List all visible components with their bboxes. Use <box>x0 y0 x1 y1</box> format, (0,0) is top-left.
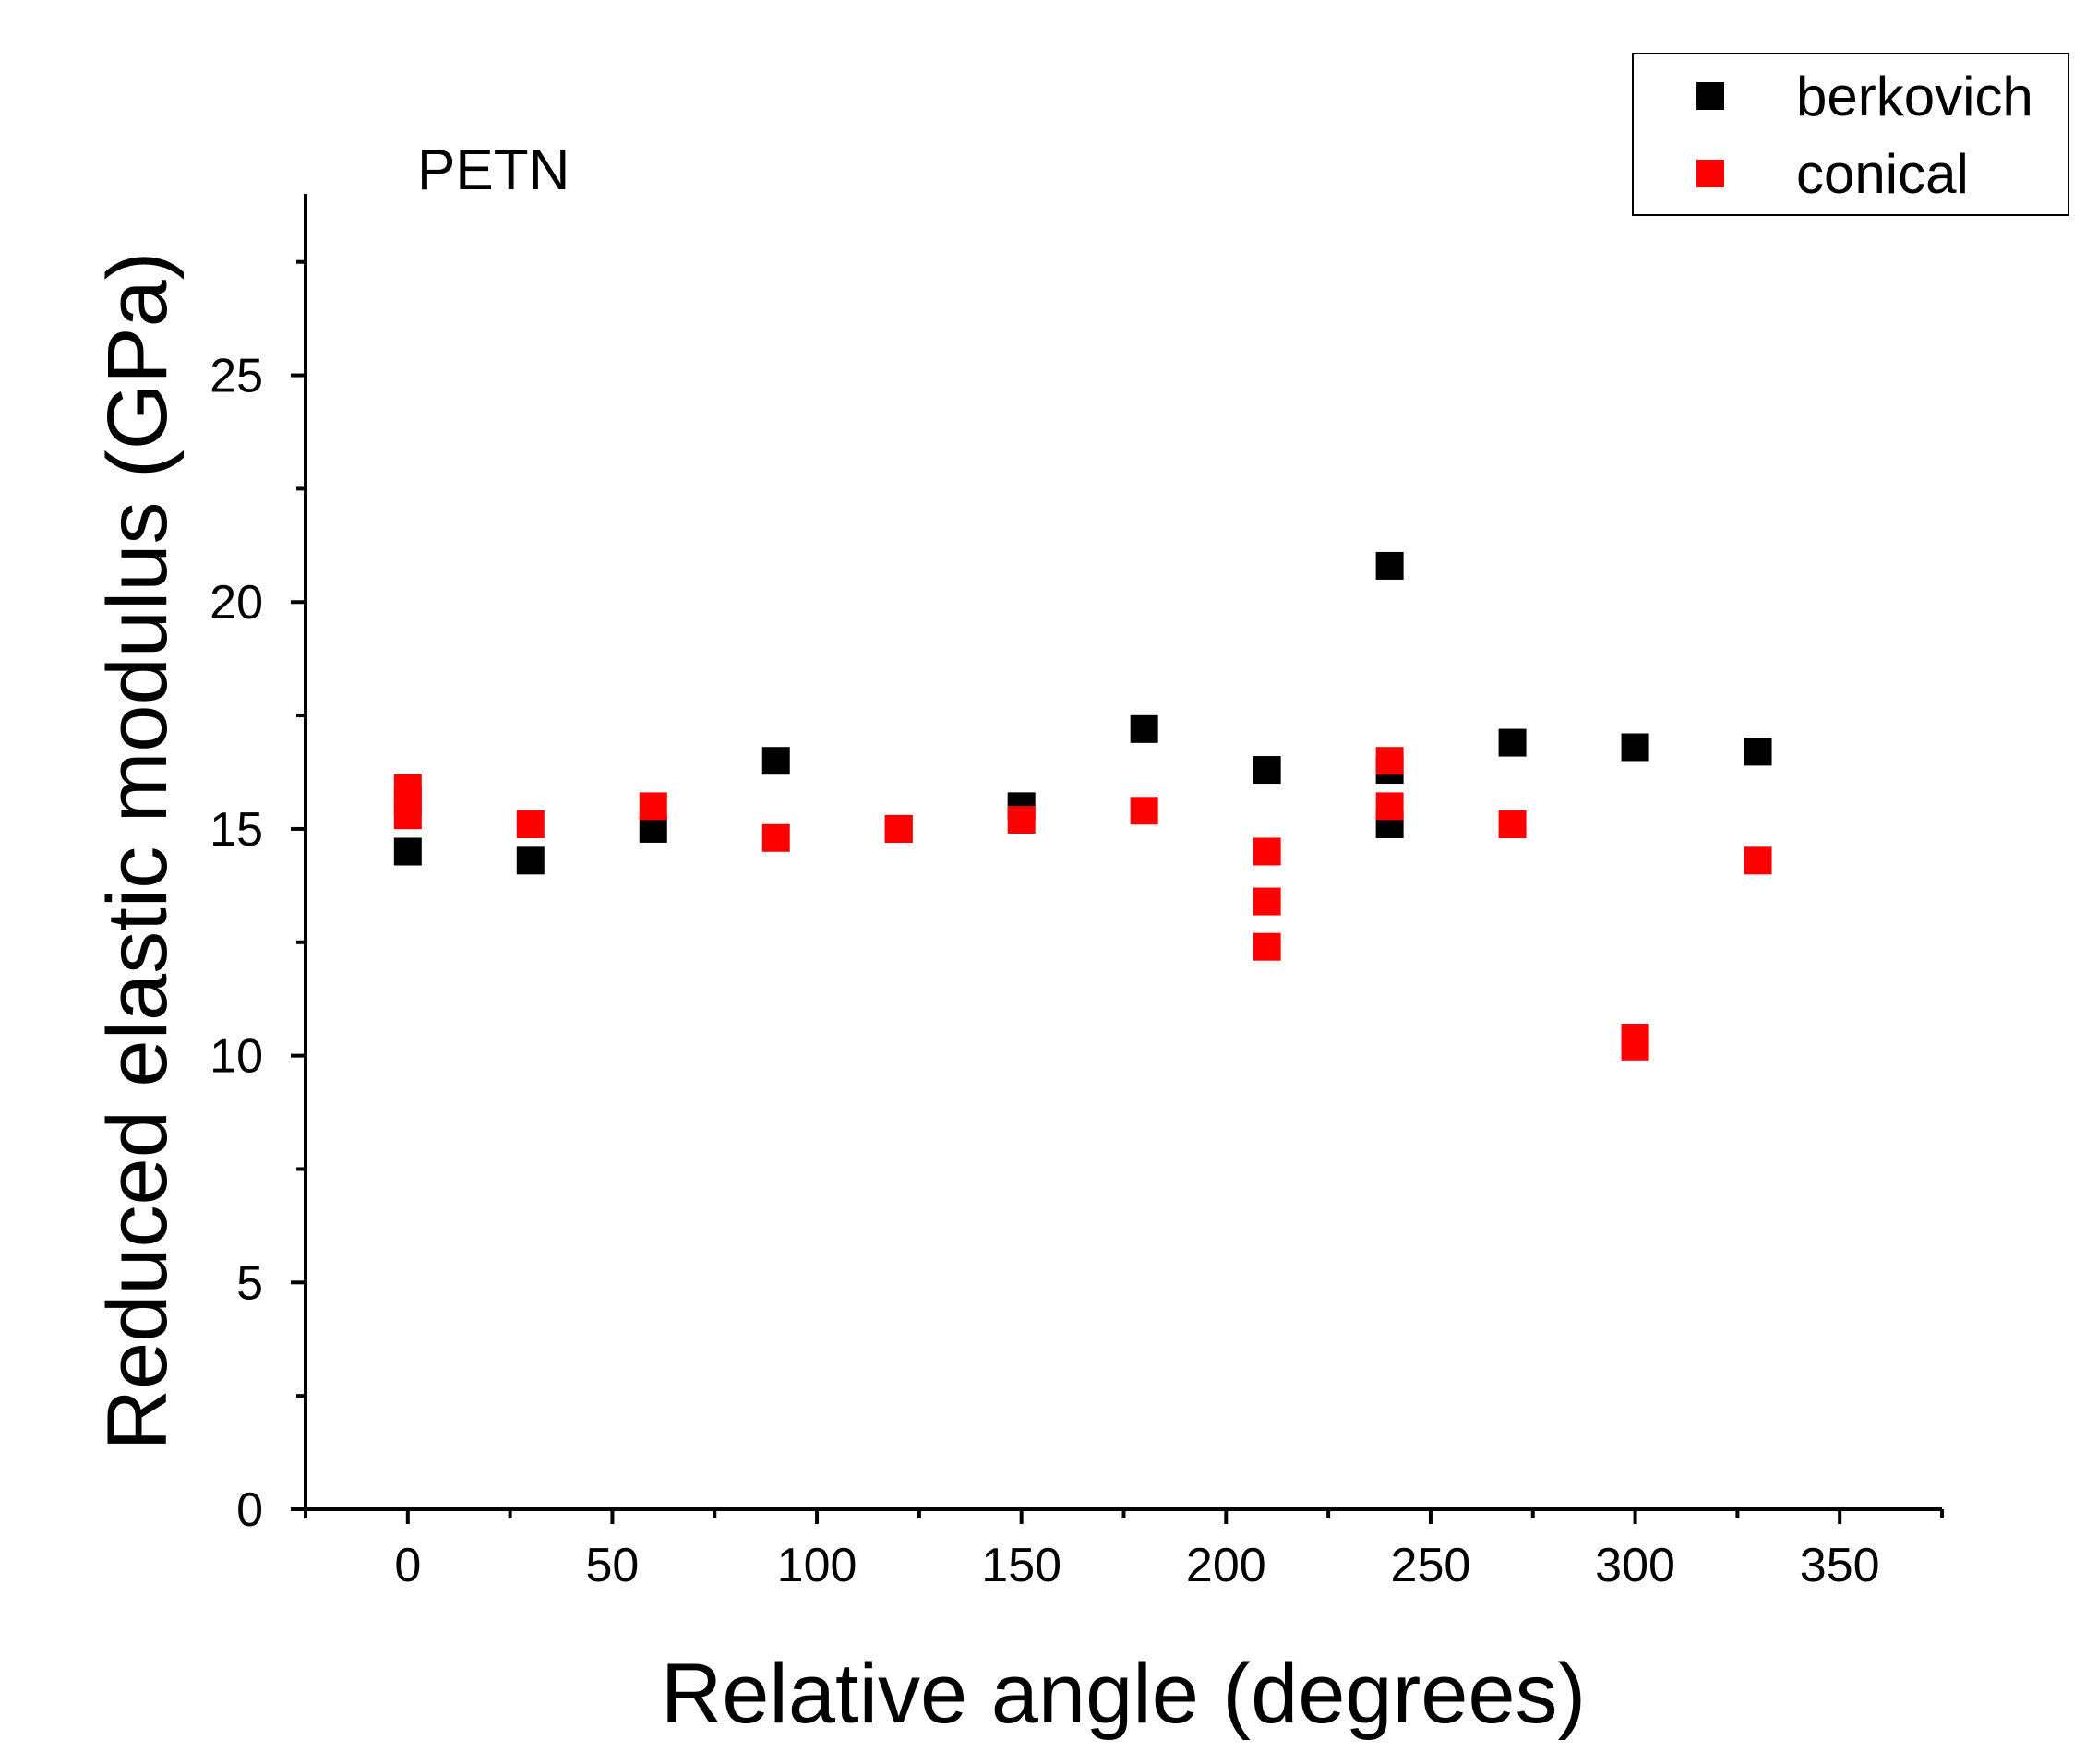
tick-labels: 0 50 100 150 200 250 300 350 0 5 10 15 20 25 <box>210 350 1879 1592</box>
chart-annotation: PETN <box>417 138 569 202</box>
conical-point <box>1007 806 1036 834</box>
y-axis-title: Reduced elastic modulus (GPa) <box>90 252 185 1451</box>
berkovich-point <box>1744 738 1772 766</box>
series-conical <box>393 747 1772 1061</box>
x-tick-label: 0 <box>394 1539 421 1592</box>
conical-point <box>639 792 667 821</box>
x-tick-label: 100 <box>777 1539 857 1592</box>
berkovich-point <box>1375 551 1404 580</box>
legend-label-conical: conical <box>1796 143 1969 205</box>
series-berkovich <box>393 551 1772 875</box>
conical-point <box>1375 747 1404 775</box>
berkovich-point <box>1621 733 1649 762</box>
conical-point <box>393 801 422 830</box>
conical-point <box>1130 797 1158 825</box>
conical-point <box>1253 932 1281 961</box>
berkovich-point <box>1498 728 1527 757</box>
conical-point <box>884 814 913 843</box>
conical-point <box>1744 846 1772 875</box>
x-tick-label: 50 <box>586 1539 640 1592</box>
x-axis-title: Relative angle (degrees) <box>661 1647 1586 1741</box>
legend: berkovich conical <box>1632 53 2069 216</box>
conical-point <box>761 823 790 852</box>
legend-box <box>1632 53 2069 216</box>
conical-point <box>1253 837 1281 866</box>
conical-point <box>1375 792 1404 821</box>
y-tick-label: 15 <box>210 803 263 857</box>
berkovich-point <box>516 846 545 875</box>
x-tick-label: 350 <box>1800 1539 1880 1592</box>
y-tick-label: 10 <box>210 1030 263 1084</box>
legend-marker-conical <box>1696 160 1724 187</box>
berkovich-point <box>761 747 790 775</box>
ticks <box>291 259 1944 1524</box>
axes <box>304 194 1942 1511</box>
y-tick-label: 20 <box>210 576 263 630</box>
berkovich-point <box>1130 714 1158 743</box>
berkovich-point <box>393 837 422 866</box>
y-tick-label: 25 <box>210 350 263 403</box>
x-tick-label: 200 <box>1186 1539 1266 1592</box>
y-tick-label: 5 <box>236 1256 263 1310</box>
conical-point <box>1621 1032 1649 1061</box>
x-tick-label: 150 <box>981 1539 1061 1592</box>
x-tick-label: 250 <box>1391 1539 1471 1592</box>
x-tick-label: 300 <box>1595 1539 1675 1592</box>
legend-label-berkovich: berkovich <box>1796 66 2033 127</box>
berkovich-point <box>1253 756 1281 785</box>
conical-point <box>1253 887 1281 916</box>
legend-marker-berkovich <box>1696 82 1724 110</box>
data-points <box>393 551 1772 1061</box>
conical-point <box>1498 810 1527 839</box>
conical-point <box>516 810 545 839</box>
y-tick-label: 0 <box>236 1483 263 1537</box>
